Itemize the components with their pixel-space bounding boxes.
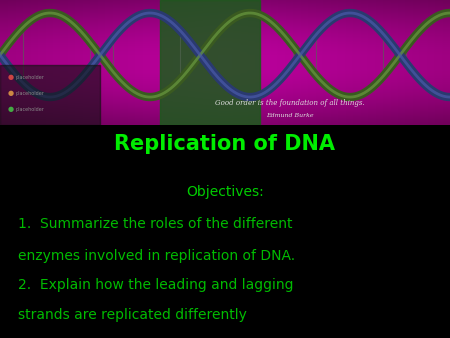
Text: placeholder: placeholder	[16, 91, 45, 96]
Text: Replication of DNA: Replication of DNA	[114, 134, 336, 153]
Text: ●: ●	[8, 74, 14, 80]
Text: ●: ●	[8, 90, 14, 96]
Text: ●: ●	[8, 106, 14, 112]
Text: Good order is the foundation of all things.: Good order is the foundation of all thin…	[215, 99, 365, 107]
Text: strands are replicated differently: strands are replicated differently	[18, 308, 247, 322]
Bar	[160, 0, 260, 125]
Text: placeholder: placeholder	[16, 106, 45, 112]
Text: Edmund Burke: Edmund Burke	[266, 113, 314, 118]
Text: enzymes involved in replication of DNA.: enzymes involved in replication of DNA.	[18, 248, 295, 263]
Bar	[0, 65, 100, 125]
Text: placeholder: placeholder	[16, 75, 45, 79]
Text: Objectives:: Objectives:	[186, 185, 264, 199]
Text: 2.  Explain how the leading and lagging: 2. Explain how the leading and lagging	[18, 279, 293, 292]
Text: 1.  Summarize the roles of the different: 1. Summarize the roles of the different	[18, 217, 292, 231]
